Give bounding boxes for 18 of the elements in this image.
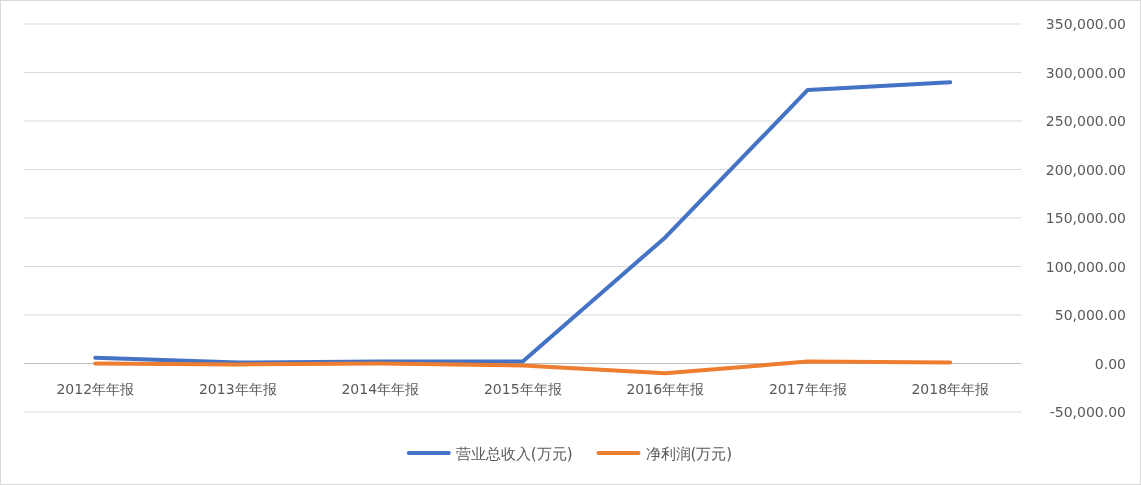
x-tick-label: 2017年年报 [768,380,847,397]
y-tick-label: 0.00 [1094,355,1126,372]
x-tick-label: 2012年年报 [56,380,135,397]
x-tick-label: 2013年年报 [198,380,277,397]
x-tick-label: 2014年年报 [341,380,420,397]
y-tick-label: 350,000.00 [1045,16,1126,32]
y-tick-label: 100,000.00 [1045,258,1126,275]
y-tick-label: 200,000.00 [1045,161,1126,178]
y-tick-label: 150,000.00 [1045,210,1126,226]
y-tick-label: -50,000.00 [1049,404,1126,420]
x-tick-label: 2015年年报 [483,380,562,397]
y-tick-label: 300,000.00 [1045,64,1126,81]
x-tick-label: 2018年年报 [911,380,990,397]
y-tick-label: 50,000.00 [1054,307,1126,323]
x-tick-label: 2016年年报 [626,380,705,397]
y-tick-label: 250,000.00 [1045,113,1126,129]
legend-label: 净利润(万元) [645,445,733,463]
legend-label: 营业总收入(万元) [455,445,573,463]
